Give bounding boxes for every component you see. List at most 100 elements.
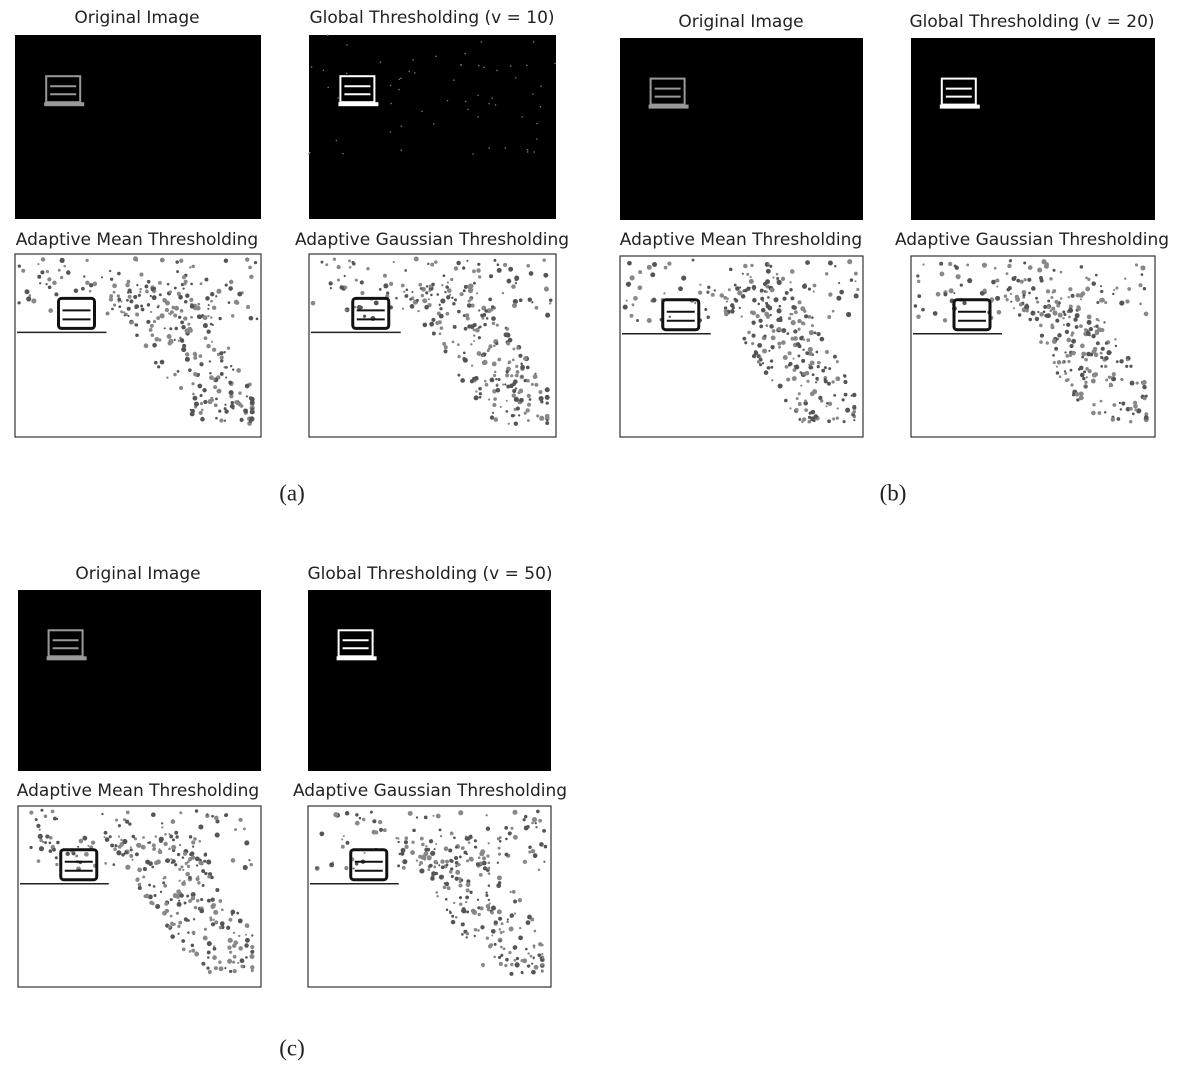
- texture: [359, 280, 364, 285]
- texture: [1074, 313, 1080, 319]
- texture: [189, 297, 194, 302]
- texture: [502, 383, 505, 386]
- texture: [801, 283, 807, 289]
- texture: [419, 836, 424, 841]
- texture: [487, 861, 491, 865]
- texture: [746, 272, 750, 276]
- texture: [769, 324, 774, 329]
- texture: [789, 288, 793, 292]
- texture: [154, 835, 158, 838]
- texture: [446, 295, 451, 300]
- texture: [467, 288, 473, 294]
- texture: [159, 313, 165, 319]
- texture: [225, 376, 228, 379]
- texture: [120, 311, 124, 314]
- image-background: [308, 590, 551, 771]
- texture: [811, 373, 815, 377]
- texture: [790, 336, 795, 341]
- texture: [515, 370, 520, 374]
- texture: [491, 316, 496, 321]
- texture: [108, 835, 112, 839]
- texture: [795, 397, 799, 401]
- texture: [1059, 297, 1063, 300]
- texture: [104, 861, 108, 865]
- texture: [473, 395, 479, 401]
- texture: [184, 861, 188, 866]
- noise: [453, 79, 455, 81]
- noise: [346, 44, 348, 46]
- texture: [193, 401, 199, 407]
- texture: [465, 882, 471, 888]
- texture: [43, 814, 48, 819]
- texture: [777, 326, 782, 332]
- texture: [209, 316, 213, 319]
- texture: [1129, 419, 1133, 424]
- texture: [438, 303, 441, 307]
- texture: [1093, 325, 1096, 328]
- texture: [336, 265, 341, 270]
- noise: [327, 86, 329, 89]
- texture: [446, 288, 452, 293]
- noise: [389, 131, 392, 133]
- texture: [493, 920, 497, 924]
- texture: [207, 970, 212, 975]
- texture: [804, 314, 809, 319]
- texture: [1052, 338, 1056, 342]
- texture: [238, 946, 243, 951]
- texture: [192, 392, 195, 396]
- texture: [1076, 306, 1082, 311]
- texture: [452, 302, 456, 306]
- texture: [226, 925, 231, 930]
- texture: [471, 909, 478, 915]
- texture: [769, 313, 772, 317]
- texture: [482, 354, 485, 357]
- texture: [182, 287, 185, 290]
- texture: [800, 335, 804, 339]
- texture: [146, 319, 151, 324]
- texture: [652, 262, 658, 267]
- texture: [181, 881, 186, 886]
- texture: [181, 325, 186, 330]
- texture: [691, 258, 695, 262]
- texture: [369, 810, 373, 814]
- texture: [824, 349, 830, 355]
- texture: [200, 408, 204, 412]
- texture: [1052, 289, 1057, 293]
- texture: [802, 372, 806, 376]
- texture: [203, 853, 208, 857]
- texture: [226, 346, 231, 350]
- texture: [404, 269, 407, 272]
- texture: [801, 358, 806, 363]
- texture: [804, 399, 807, 403]
- texture: [543, 272, 549, 278]
- texture: [505, 399, 508, 402]
- texture: [228, 917, 233, 922]
- texture: [38, 846, 45, 852]
- texture: [836, 295, 842, 301]
- texture: [955, 274, 961, 280]
- texture: [1129, 364, 1133, 368]
- texture: [1065, 353, 1070, 358]
- texture: [847, 259, 853, 265]
- image-background: [309, 35, 556, 219]
- texture: [939, 261, 944, 266]
- texture: [110, 277, 114, 281]
- texture: [784, 290, 789, 295]
- texture: [325, 263, 329, 267]
- texture: [526, 263, 531, 268]
- texture: [174, 863, 178, 867]
- texture: [520, 364, 525, 370]
- texture: [457, 863, 461, 867]
- texture: [542, 828, 546, 833]
- texture: [522, 859, 528, 865]
- texture: [523, 356, 528, 361]
- texture: [1091, 333, 1096, 339]
- texture: [117, 824, 121, 828]
- texture: [462, 266, 466, 270]
- texture: [134, 306, 138, 309]
- texture: [92, 281, 98, 287]
- noise: [432, 122, 435, 125]
- texture: [52, 847, 56, 852]
- texture: [411, 290, 414, 294]
- texture: [432, 814, 435, 817]
